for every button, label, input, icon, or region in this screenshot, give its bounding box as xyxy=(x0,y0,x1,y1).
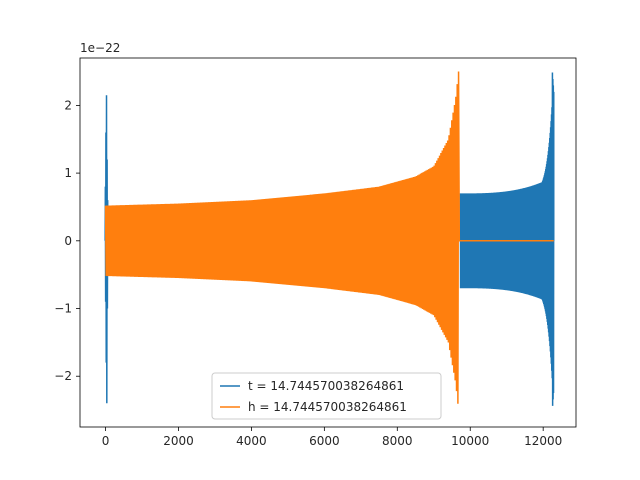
x-axis: 0 2000 4000 6000 8000 10000 12000 xyxy=(102,427,562,448)
x-tick-label: 0 xyxy=(102,434,110,448)
x-tick-label: 6000 xyxy=(309,434,340,448)
axes-frame xyxy=(79,57,577,428)
y-offset-text: 1e−22 xyxy=(80,41,120,55)
legend: t = 14.744570038264861 h = 14.74457003826… xyxy=(211,372,442,420)
legend-label: h = 14.744570038264861 xyxy=(248,400,407,414)
x-tick-label: 8000 xyxy=(382,434,413,448)
y-axis: −2 −1 0 1 2 xyxy=(54,98,80,383)
series-h-line xyxy=(104,71,554,404)
legend-box xyxy=(211,372,442,420)
y-tick-label: −2 xyxy=(54,369,72,383)
legend-entry: h = 14.744570038264861 xyxy=(220,400,407,414)
plot-area xyxy=(104,71,555,406)
x-tick-label: 10000 xyxy=(451,434,489,448)
y-tick-label: −1 xyxy=(54,302,72,316)
series-h-waveform xyxy=(104,71,554,404)
y-tick-label: 2 xyxy=(64,98,72,112)
legend-entry: t = 14.744570038264861 xyxy=(220,379,404,393)
y-tick-label: 1 xyxy=(64,166,72,180)
x-tick-label: 12000 xyxy=(524,434,562,448)
x-tick-label: 4000 xyxy=(236,434,267,448)
legend-label: t = 14.744570038264861 xyxy=(248,379,404,393)
y-tick-label: 0 xyxy=(64,234,72,248)
x-tick-label: 2000 xyxy=(163,434,194,448)
